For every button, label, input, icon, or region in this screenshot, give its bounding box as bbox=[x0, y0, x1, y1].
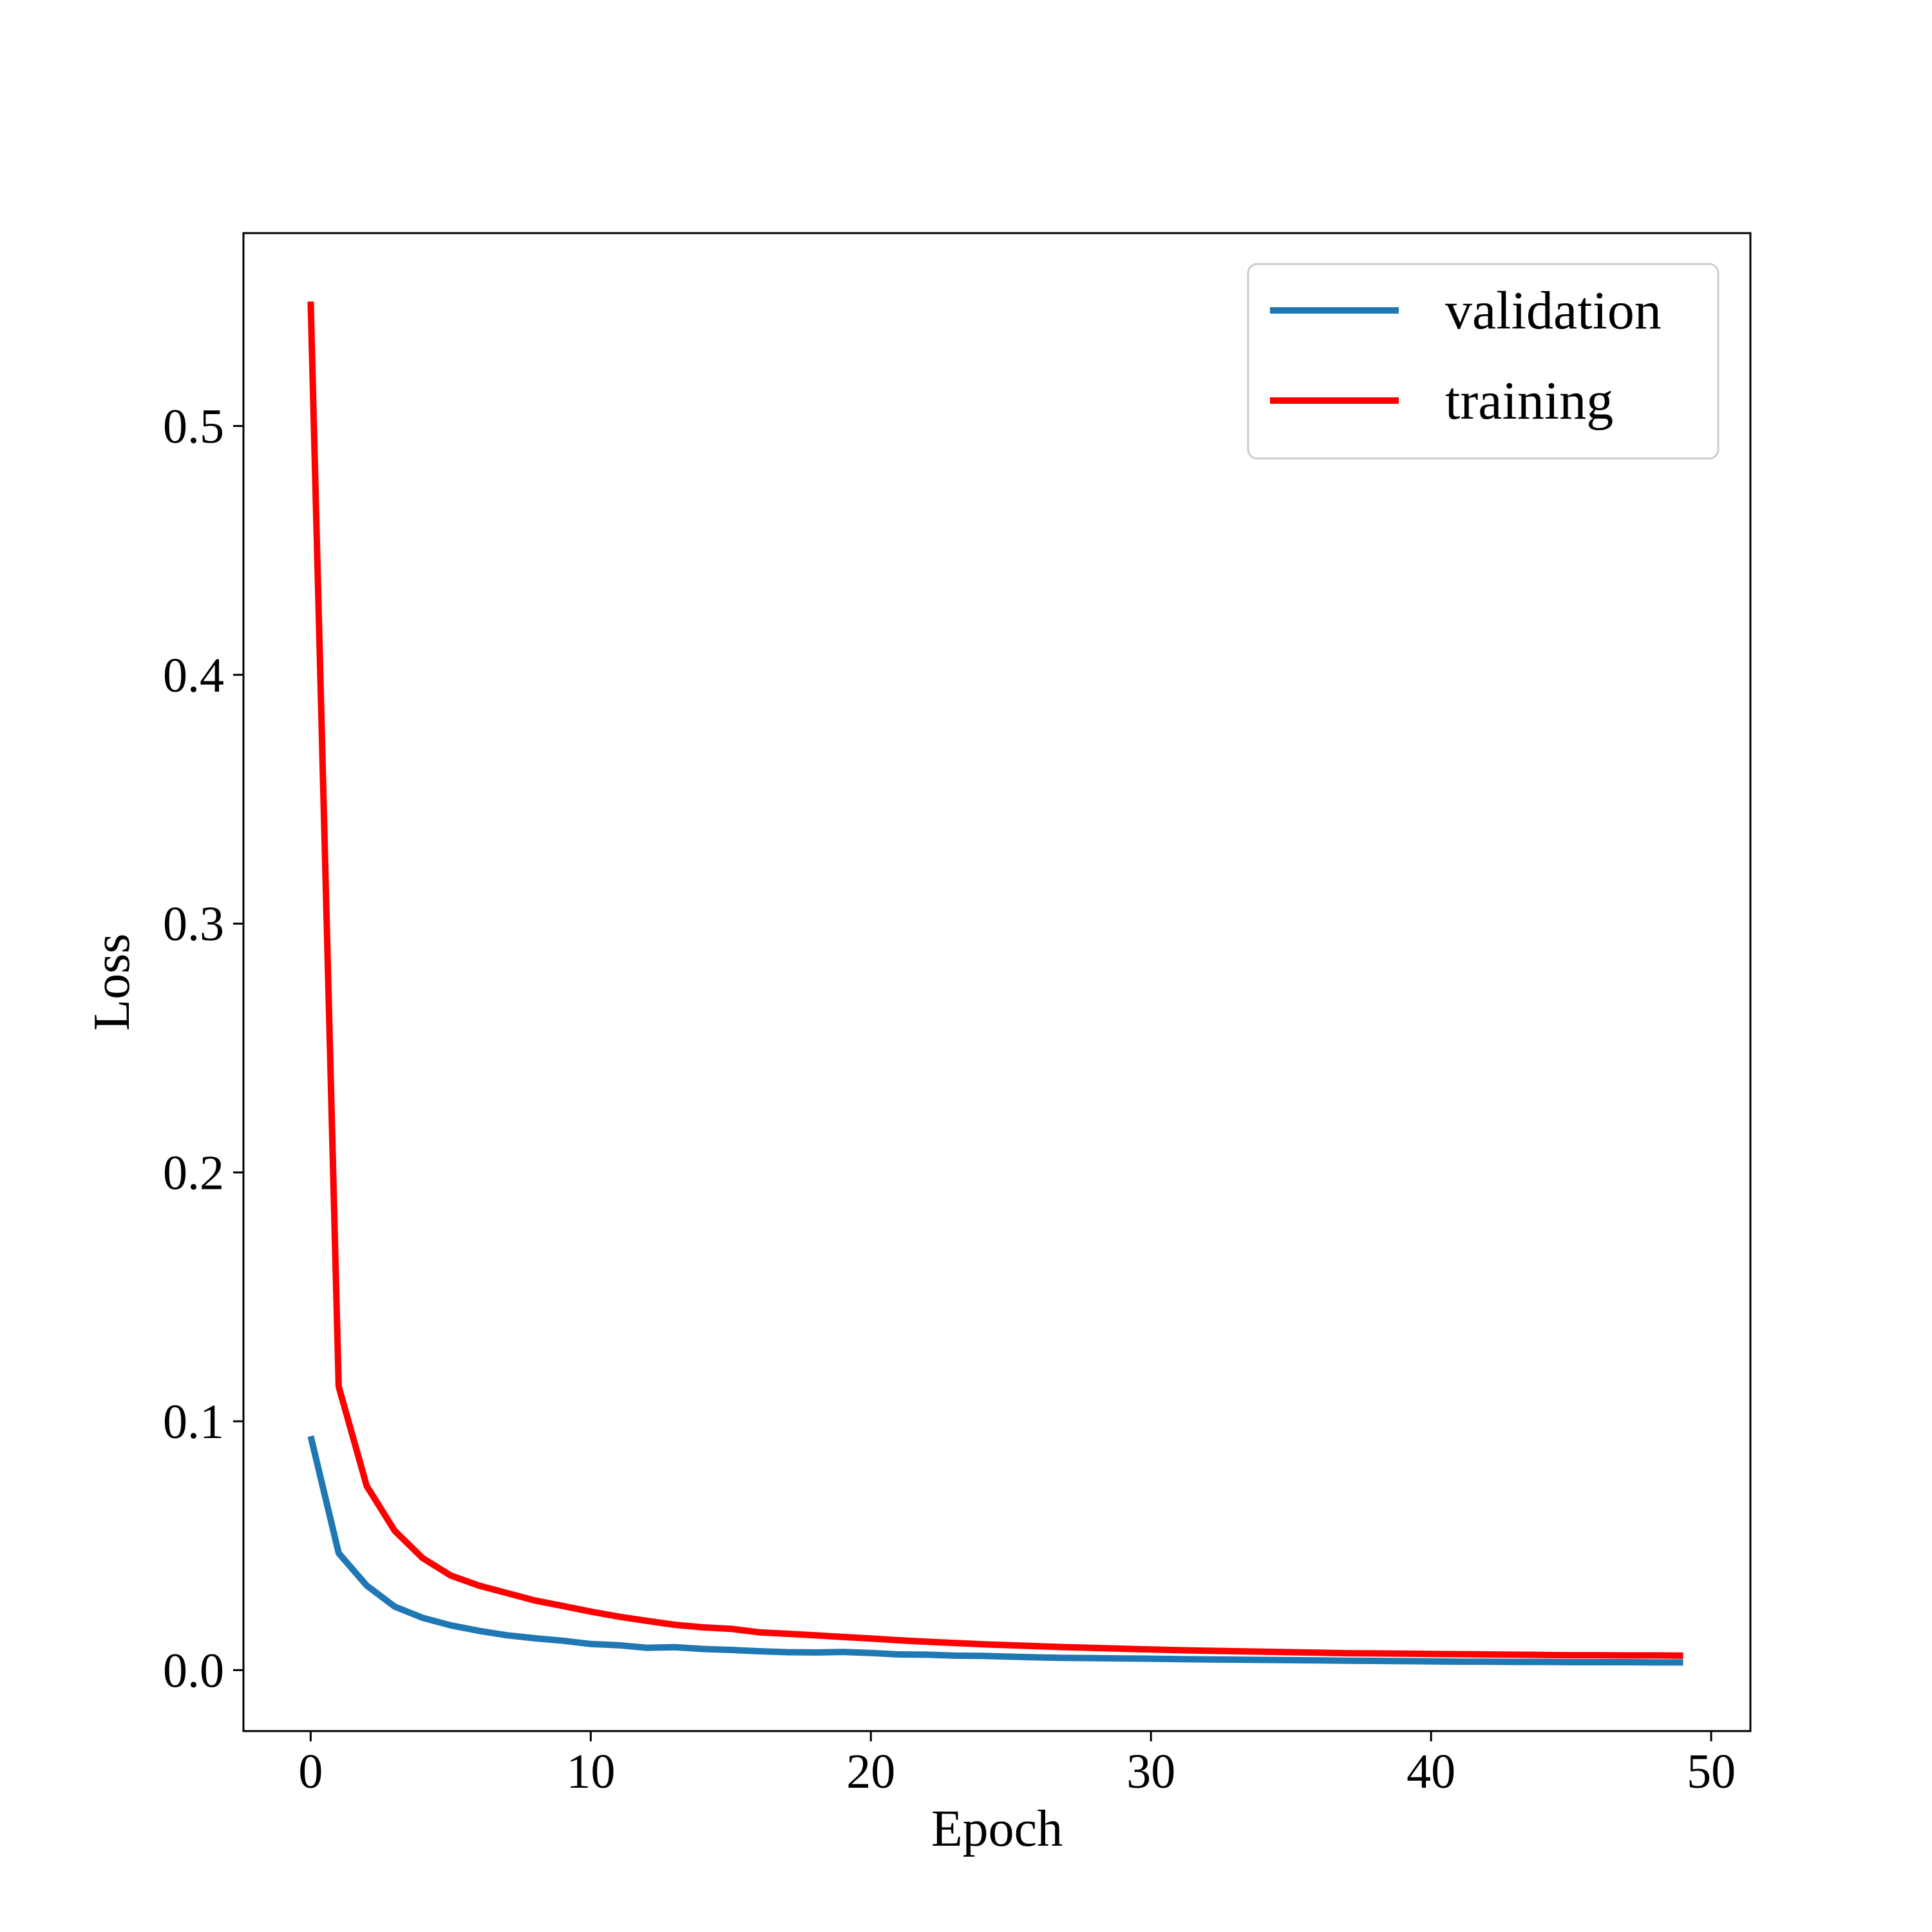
x-tick-label: 10 bbox=[566, 1745, 615, 1799]
x-tick-label: 20 bbox=[846, 1745, 895, 1799]
series-line-validation bbox=[307, 1435, 1683, 1666]
legend-label-validation: validation bbox=[1445, 281, 1662, 341]
series-layer bbox=[307, 301, 1683, 1666]
x-tick-label: 50 bbox=[1687, 1745, 1736, 1799]
x-axis: 0 10 20 30 40 50 bbox=[298, 1731, 1736, 1799]
y-tick-label: 0.1 bbox=[163, 1395, 224, 1449]
y-axis: 0.0 0.1 0.2 0.3 0.4 0.5 bbox=[163, 399, 243, 1698]
series-line-training bbox=[307, 301, 1683, 1659]
x-tick-label: 40 bbox=[1406, 1745, 1455, 1799]
legend: validation training bbox=[1247, 263, 1719, 460]
y-axis-label: Loss bbox=[84, 933, 140, 1030]
x-tick-label: 0 bbox=[298, 1745, 323, 1799]
x-tick-label: 30 bbox=[1126, 1745, 1175, 1799]
y-tick-label: 0.0 bbox=[163, 1643, 224, 1698]
y-tick-label: 0.5 bbox=[163, 399, 224, 453]
y-tick-label: 0.3 bbox=[163, 897, 224, 951]
legend-label-training: training bbox=[1445, 371, 1613, 431]
x-axis-label: Epoch bbox=[931, 1801, 1063, 1857]
y-tick-label: 0.2 bbox=[163, 1146, 224, 1200]
y-tick-label: 0.4 bbox=[163, 649, 224, 703]
plot-frame bbox=[242, 232, 1752, 1732]
